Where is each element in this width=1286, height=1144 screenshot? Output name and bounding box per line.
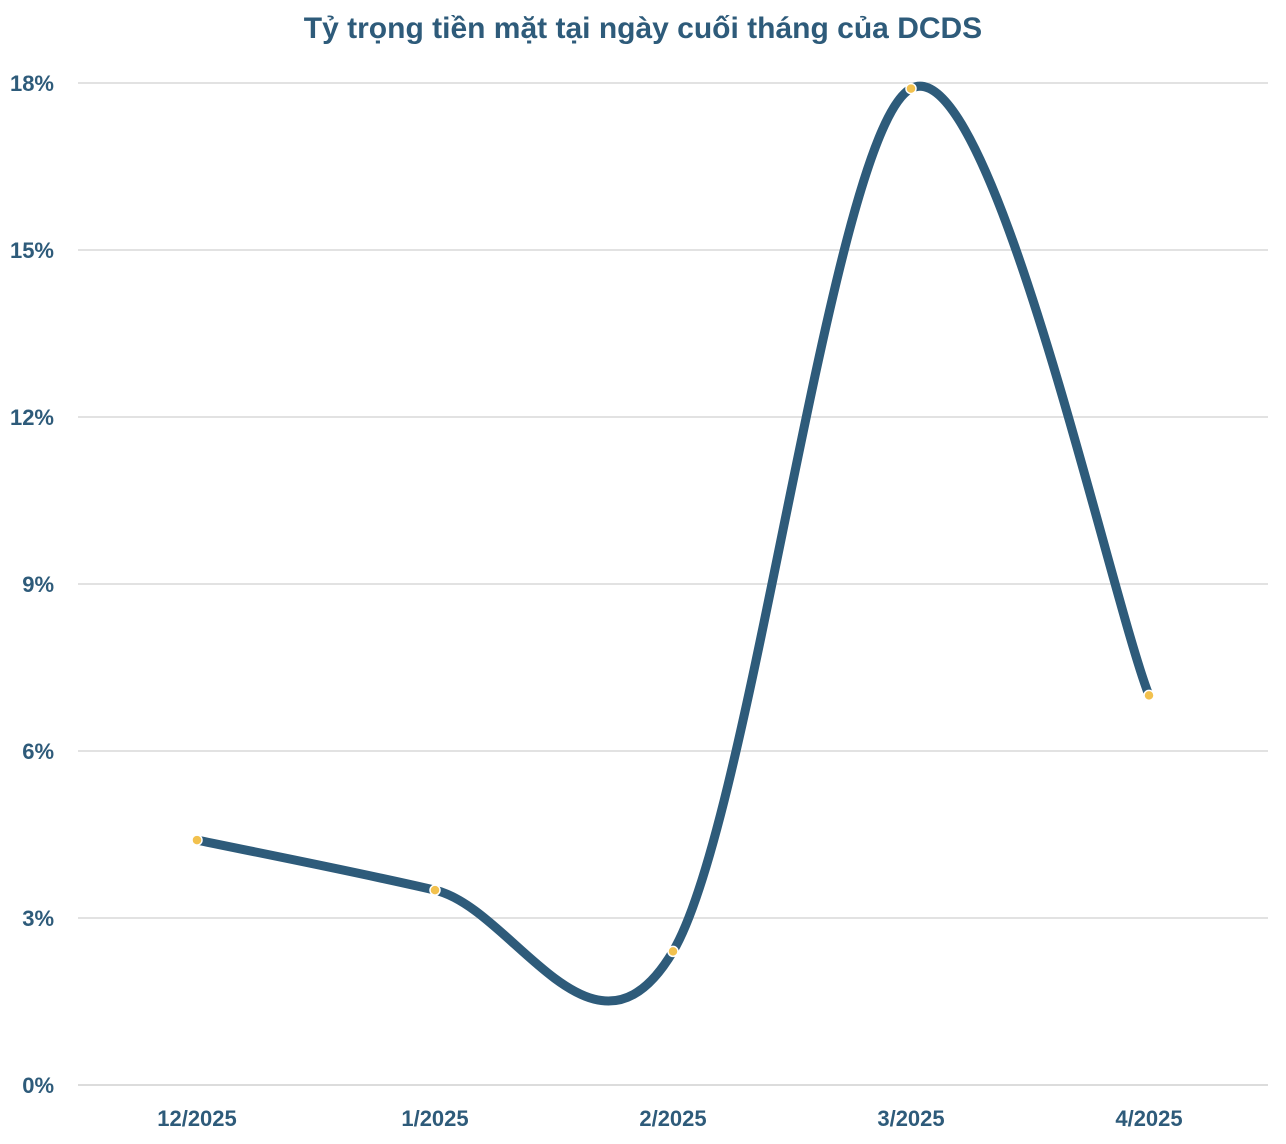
x-tick-label: 2/2025	[639, 1106, 706, 1131]
chart-title: Tỷ trọng tiền mặt tại ngày cuối tháng củ…	[303, 12, 983, 45]
y-tick-label: 18%	[10, 71, 54, 96]
y-tick-label: 9%	[22, 572, 54, 597]
data-point-2-2025	[667, 945, 679, 958]
y-tick-label: 15%	[10, 238, 54, 263]
y-tick-label: 12%	[10, 405, 54, 430]
x-axis-tick-labels: 12/2025 1/2025 2/2025 3/2025 4/2025	[157, 1106, 1182, 1131]
data-point-1-2025	[429, 884, 441, 896]
y-tick-label: 0%	[22, 1073, 54, 1098]
series-group	[191, 81, 1155, 1006]
data-point-12-2025	[191, 834, 203, 846]
y-axis-tick-labels: 0% 3% 6% 9% 12% 15% 18%	[10, 71, 54, 1098]
x-tick-label: 12/2025	[157, 1106, 237, 1131]
series-line	[192, 81, 1154, 1006]
data-point-4-2025	[1143, 689, 1155, 702]
x-tick-label: 3/2025	[877, 1106, 944, 1131]
x-tick-label: 1/2025	[401, 1106, 468, 1131]
y-tick-label: 3%	[22, 906, 54, 931]
x-tick-label: 4/2025	[1115, 1106, 1182, 1131]
data-point-3-2025	[905, 82, 917, 95]
gridlines	[78, 82, 1268, 1086]
y-tick-label: 6%	[22, 739, 54, 764]
